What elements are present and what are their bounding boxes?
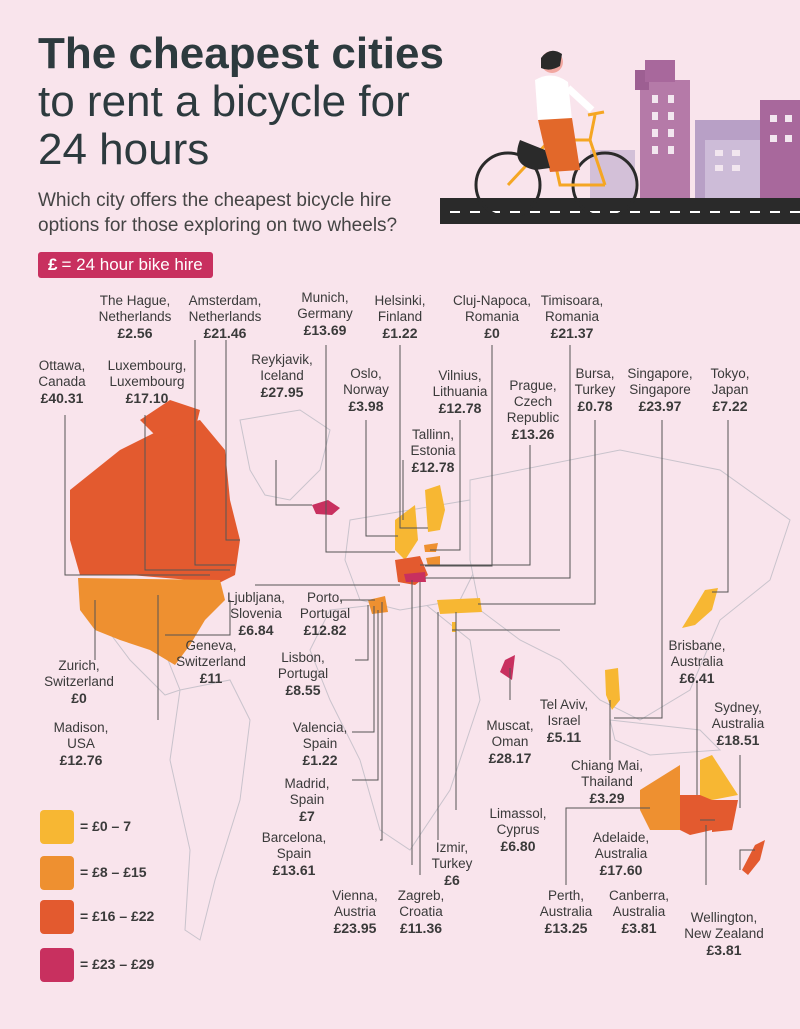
city-label-prague: Prague, Czech Republic £13.26 — [506, 378, 560, 442]
city-label-the-hague: The Hague, Netherlands £2.56 — [98, 293, 172, 341]
finland-shape — [425, 485, 445, 532]
city-label-luxembourg: Luxembourg, Luxembourg £17.10 — [107, 358, 187, 406]
greenland-shape — [239, 409, 331, 501]
title-line-1: The cheapest cities — [38, 29, 444, 78]
usa-shape — [78, 578, 225, 665]
city-label-zagreb: Zagreb, Croatia £11.36 — [397, 888, 445, 936]
city-label-singapore: Singapore, Singapore £23.97 — [627, 366, 693, 414]
city-label-izmir: Izmir, Turkey £6 — [431, 840, 473, 888]
city-skyline-icon — [590, 60, 800, 210]
page-subtitle: Which city offers the cheapest bicycle h… — [38, 190, 398, 236]
city-label-timisoara: Timisoara, Romania £21.37 — [540, 293, 604, 341]
city-label-tokyo: Tokyo, Japan £7.22 — [710, 366, 750, 414]
norway-shape — [395, 505, 418, 560]
thailand-shape — [605, 668, 620, 710]
new-zealand-shape — [742, 840, 765, 875]
city-label-amsterdam: Amsterdam, Netherlands £21.46 — [188, 293, 262, 341]
city-label-geneva: Geneva, Switzerland £11 — [176, 638, 246, 686]
australia-southeast-shape — [712, 800, 738, 832]
city-label-barcelona: Barcelona, Spain £13.61 — [261, 830, 327, 878]
legend-swatch — [40, 856, 74, 890]
asia-shape — [469, 449, 791, 721]
australia-east-shape — [700, 755, 738, 800]
city-label-sydney: Sydney, Australia £18.51 — [711, 700, 765, 748]
city-label-madison: Madison, USA £12.76 — [53, 720, 109, 768]
city-label-porto: Porto, Portugal £12.82 — [299, 590, 351, 638]
legend-item-band-2: = £8 – £15 — [40, 856, 220, 890]
legend-item-band-4: = £23 – £29 — [40, 948, 220, 982]
legend-label: = £23 – £29 — [80, 956, 155, 972]
pound-symbol: £ — [48, 255, 58, 274]
australia-west-shape — [640, 765, 680, 830]
city-label-vienna: Vienna, Austria £23.95 — [332, 888, 378, 936]
legend-item-band-1: = £0 – 7 — [40, 810, 220, 844]
city-label-vilnius: Vilnius, Lithuania £12.78 — [432, 368, 488, 416]
city-label-munich: Munich, Germany £13.69 — [297, 290, 353, 338]
city-label-ljubljana: Ljubljana, Slovenia £6.84 — [227, 590, 285, 638]
turkey-shape — [437, 598, 482, 614]
oman-shape — [500, 655, 515, 680]
legend-swatch — [40, 900, 74, 934]
city-label-adelaide: Adelaide, Australia £17.60 — [592, 830, 650, 878]
page-title: The cheapest cities to rent a bicycle fo… — [38, 30, 444, 174]
legend-swatch — [40, 810, 74, 844]
city-label-tel-aviv: Tel Aviv, Israel £5.11 — [539, 697, 589, 745]
legend-label: = £16 – £22 — [80, 908, 155, 924]
city-label-brisbane: Brisbane, Australia £6.41 — [668, 638, 726, 686]
city-label-lisbon: Lisbon, Portugal £8.55 — [277, 650, 329, 698]
legend-item-band-3: = £16 – £22 — [40, 900, 220, 934]
legend-swatch — [40, 948, 74, 982]
city-label-canberra: Canberra, Australia £3.81 — [608, 888, 670, 936]
price-key-badge: £ = 24 hour bike hire — [38, 252, 213, 278]
city-label-tallinn: Tallinn, Estonia £12.78 — [410, 427, 456, 475]
world-landmass — [98, 409, 791, 941]
city-label-limassol: Limassol, Cyprus £6.80 — [489, 806, 547, 854]
australia-central-shape — [680, 795, 712, 835]
city-label-oslo: Oslo, Norway £3.98 — [343, 366, 389, 414]
city-label-perth: Perth, Australia £13.25 — [539, 888, 593, 936]
city-label-muscat: Muscat, Oman £28.17 — [486, 718, 534, 766]
city-label-helsinki: Helsinki, Finland £1.22 — [374, 293, 426, 341]
city-label-bursa: Bursa, Turkey £0.78 — [574, 366, 616, 414]
city-label-reykjavik: Reykjavik, Iceland £27.95 — [251, 352, 313, 400]
legend-label: = £0 – 7 — [80, 818, 131, 834]
canada-shape — [70, 420, 240, 585]
city-label-chiang-mai: Chiang Mai, Thailand £3.29 — [570, 758, 644, 806]
city-label-valencia: Valencia, Spain £1.22 — [292, 720, 348, 768]
title-line-3: 24 hours — [38, 125, 210, 174]
indonesia-shape — [609, 719, 722, 756]
austria-shape — [404, 572, 426, 582]
city-label-wellington: Wellington, New Zealand £3.81 — [684, 910, 764, 958]
south-america-shape — [169, 679, 251, 941]
price-key-text: = 24 hour bike hire — [61, 255, 203, 274]
city-label-ottawa: Ottawa, Canada £40.31 — [38, 358, 86, 406]
cyclist-illustration — [440, 50, 800, 224]
city-label-cluj-napoca: Cluj-Napoca, Romania £0 — [452, 293, 532, 341]
legend-label: = £8 – £15 — [80, 864, 147, 880]
leader-lines — [64, 340, 755, 885]
city-label-madrid: Madrid, Spain £7 — [284, 776, 330, 824]
japan-shape — [682, 588, 718, 628]
canada-islands-shape — [140, 400, 200, 440]
title-line-2: to rent a bicycle for — [38, 77, 410, 126]
rider-icon — [517, 50, 595, 172]
lithuania-shape — [426, 556, 440, 566]
city-label-zurich: Zurich, Switzerland £0 — [44, 658, 114, 706]
